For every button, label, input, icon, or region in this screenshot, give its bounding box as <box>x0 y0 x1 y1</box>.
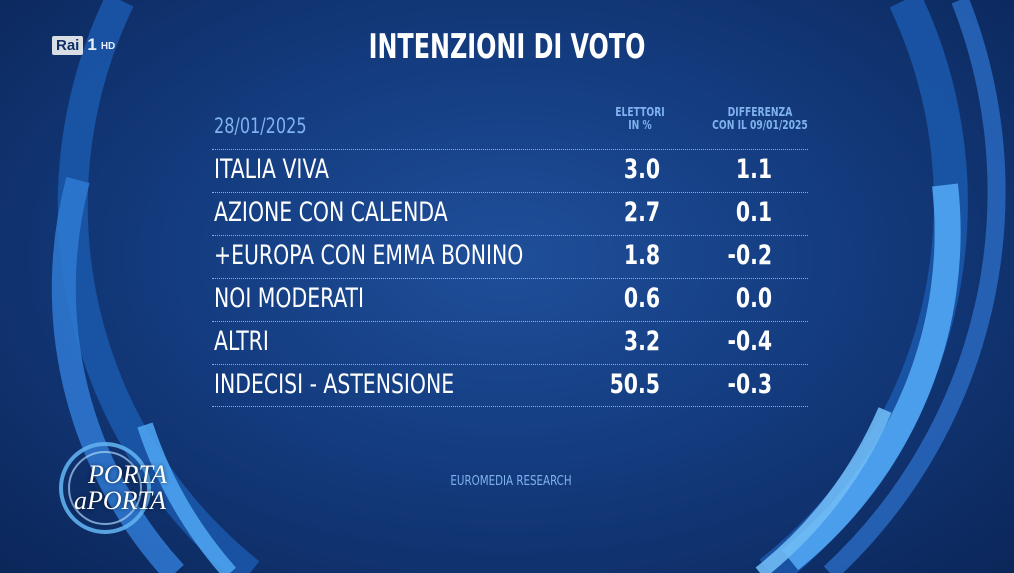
column-header-difference-text: DIFFERENZA CON IL 09/01/2025 <box>712 105 808 132</box>
show-logo-line1: PORTA <box>88 460 167 489</box>
show-logo: PORTA aPORTA <box>54 440 184 530</box>
channel-logo: Rai 1 HD <box>52 35 115 55</box>
page-title: INTENZIONI DI VOTO <box>368 27 646 67</box>
channel-number: 1 <box>87 35 97 54</box>
rai-logo: Rai <box>52 35 84 55</box>
vote-share: 0.6 <box>623 283 660 314</box>
divider <box>212 192 808 193</box>
party-name: NOI MODERATI <box>214 283 365 314</box>
party-name: +EUROPA CON EMMA BONINO <box>214 240 524 271</box>
table-row: ITALIA VIVA 3.0 1.1 <box>212 150 808 192</box>
table-row: ALTRI 3.2 -0.4 <box>212 322 808 364</box>
column-header-share-text: ELETTORI IN % <box>615 105 665 132</box>
table-row: INDECISI - ASTENSIONE 50.5 -0.3 <box>212 365 808 407</box>
vote-share: 3.2 <box>623 326 660 357</box>
table-row: AZIONE CON CALENDA 2.7 0.1 <box>212 193 808 235</box>
vote-share: 3.0 <box>623 154 660 185</box>
vote-difference: 1.1 <box>735 154 772 185</box>
party-name: INDECISI - ASTENSIONE <box>214 369 455 400</box>
table-row: +EUROPA CON EMMA BONINO 1.8 -0.2 <box>212 236 808 278</box>
divider <box>212 364 808 365</box>
party-name: AZIONE CON CALENDA <box>214 197 448 228</box>
vote-difference: 0.1 <box>735 197 772 228</box>
show-logo-line2: aPORTA <box>74 486 166 515</box>
vote-share: 1.8 <box>623 240 660 271</box>
divider <box>212 321 808 322</box>
divider <box>212 406 808 407</box>
divider <box>212 149 808 150</box>
party-name: ALTRI <box>214 326 269 357</box>
survey-date: 28/01/2025 <box>214 114 307 138</box>
vote-difference: 0.0 <box>735 283 772 314</box>
table-row: NOI MODERATI 0.6 0.0 <box>212 279 808 321</box>
vote-share: 50.5 <box>609 369 660 400</box>
source-credit: EUROMEDIA RESEARCH <box>450 474 572 489</box>
vote-difference: -0.3 <box>727 369 772 400</box>
divider <box>212 278 808 279</box>
hd-badge: HD <box>100 41 116 52</box>
column-header-share: ELETTORI IN % <box>602 106 679 132</box>
divider <box>212 235 808 236</box>
vote-difference: -0.2 <box>727 240 772 271</box>
vote-difference: -0.4 <box>727 326 772 357</box>
party-name: ITALIA VIVA <box>214 154 329 185</box>
vote-share: 2.7 <box>623 197 660 228</box>
column-header-difference: DIFFERENZA CON IL 09/01/2025 <box>692 106 828 132</box>
